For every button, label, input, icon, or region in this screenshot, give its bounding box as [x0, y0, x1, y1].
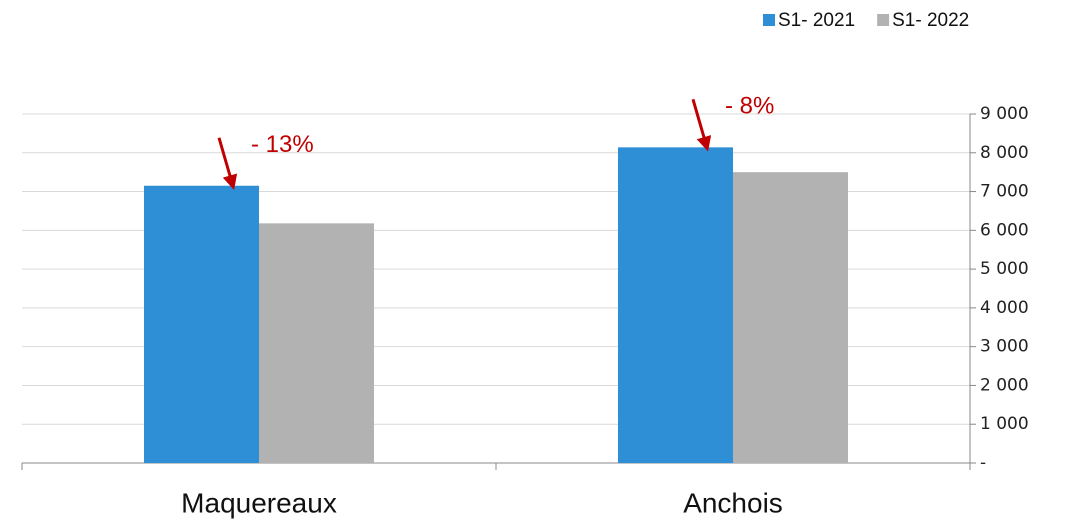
x-tick-label: Anchois: [683, 487, 783, 518]
legend-swatch: [763, 14, 775, 26]
annotation: - 8%: [725, 93, 774, 120]
bar: [259, 223, 374, 463]
y-tick-label: 5 000: [980, 259, 1029, 279]
y-tick-label: 8 000: [980, 143, 1029, 163]
y-tick-label: 6 000: [980, 220, 1029, 240]
y-tick-label: 1 000: [980, 414, 1029, 434]
annotation-arrow: [691, 98, 712, 152]
bar: [618, 147, 733, 464]
x-tick-label: Maquereaux: [181, 487, 337, 518]
legend-swatch: [877, 14, 890, 26]
y-tick-label: 3 000: [980, 337, 1029, 357]
annotation: - 13%: [251, 131, 314, 158]
annotation-arrow: [217, 137, 238, 190]
bar: [733, 172, 848, 463]
y-tick-label: 7 000: [980, 182, 1029, 202]
y-tick-label: 9 000: [980, 104, 1029, 124]
bar: [144, 185, 259, 463]
y-tick-label: 4 000: [980, 298, 1029, 318]
y-tick-label: 2 000: [980, 375, 1029, 395]
legend-label: S1- 2021: [778, 10, 855, 31]
legend-label: S1- 2022: [892, 10, 969, 31]
y-tick-label: -: [980, 453, 986, 473]
